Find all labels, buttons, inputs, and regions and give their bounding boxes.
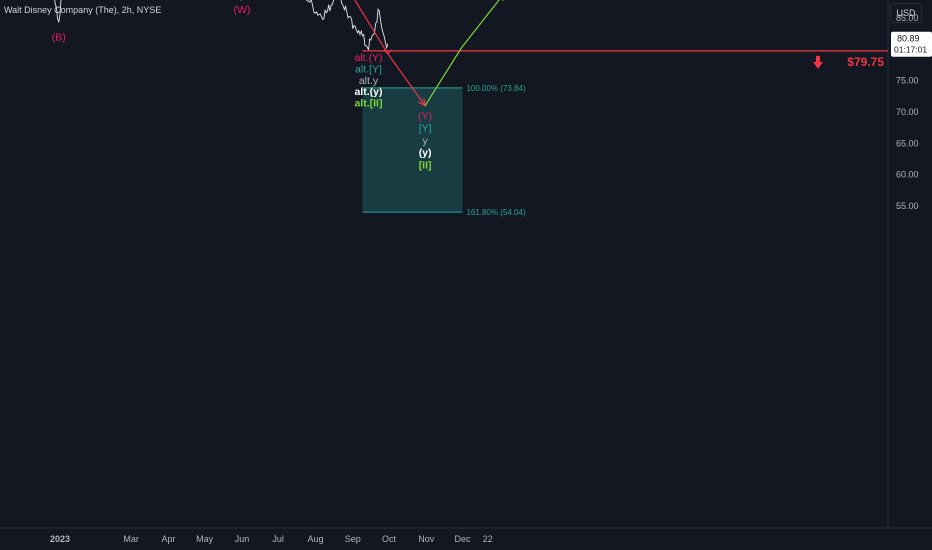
y-tick-label: 85.00: [896, 13, 919, 23]
x-tick-label: May: [196, 534, 214, 544]
target-zone-box: 100.00% (73.84) 161.80% (54.04): [362, 84, 526, 217]
x-tick-label: Nov: [418, 534, 435, 544]
wave-label: (Y): [418, 111, 432, 123]
y-tick-label: 60.00: [896, 170, 919, 180]
projection-path: [424, 0, 500, 107]
price-tag-box: [891, 31, 932, 57]
price-line: [54, 0, 389, 51]
arrowhead-icon: [383, 49, 393, 55]
support-level: $79.75: [362, 50, 888, 69]
wave-label: [Y]: [419, 122, 432, 134]
y-tick-label: 55.00: [896, 201, 919, 211]
fib-label-bottom: 161.80% (54.04): [466, 208, 525, 217]
wave-label: alt.[II]: [354, 97, 382, 109]
wave-label: alt.(Y): [354, 52, 382, 64]
level-label: $79.75: [847, 55, 884, 69]
price-tag-countdown: 01:17:01: [894, 45, 927, 55]
x-tick-label: 22: [483, 534, 493, 544]
x-tick-label: Aug: [307, 534, 323, 544]
wave-label: (y): [419, 147, 432, 159]
wave-label: alt.(y): [354, 86, 382, 98]
plot-area: 100.00% (73.84)161.80% (54.04)$103.77$79…: [52, 0, 888, 217]
projection-up: [424, 0, 504, 107]
price-tag-value: 80.89: [897, 34, 920, 44]
fib-label-top: 100.00% (73.84): [466, 84, 525, 93]
wave-label: (B): [52, 32, 66, 44]
wave-label: (W): [234, 4, 251, 16]
currency-button[interactable]: USD: [890, 3, 922, 23]
symbol-title[interactable]: Walt Disney Company (The), 2h, NYSE: [4, 5, 162, 15]
x-tick-label: Oct: [382, 534, 397, 544]
x-tick-label: Apr: [161, 534, 175, 544]
x-tick-label: Mar: [123, 534, 139, 544]
x-tick-label: Dec: [454, 534, 471, 544]
x-tick-label: 2023: [50, 534, 70, 544]
wave-label: alt.y: [359, 75, 379, 87]
box-rect: [362, 87, 463, 213]
y-tick-label: 70.00: [896, 107, 919, 117]
wave-label: y: [422, 135, 428, 147]
x-tick-label: Sep: [345, 534, 361, 544]
wave-label: alt.[Y]: [355, 63, 382, 75]
x-tick-label: Jun: [235, 534, 250, 544]
x-tick-label: Jul: [272, 534, 284, 544]
y-tick-label: 75.00: [896, 76, 919, 86]
wave-label: [II]: [419, 159, 432, 171]
y-tick-label: 65.00: [896, 138, 919, 148]
down-arrow-icon: [813, 55, 823, 69]
